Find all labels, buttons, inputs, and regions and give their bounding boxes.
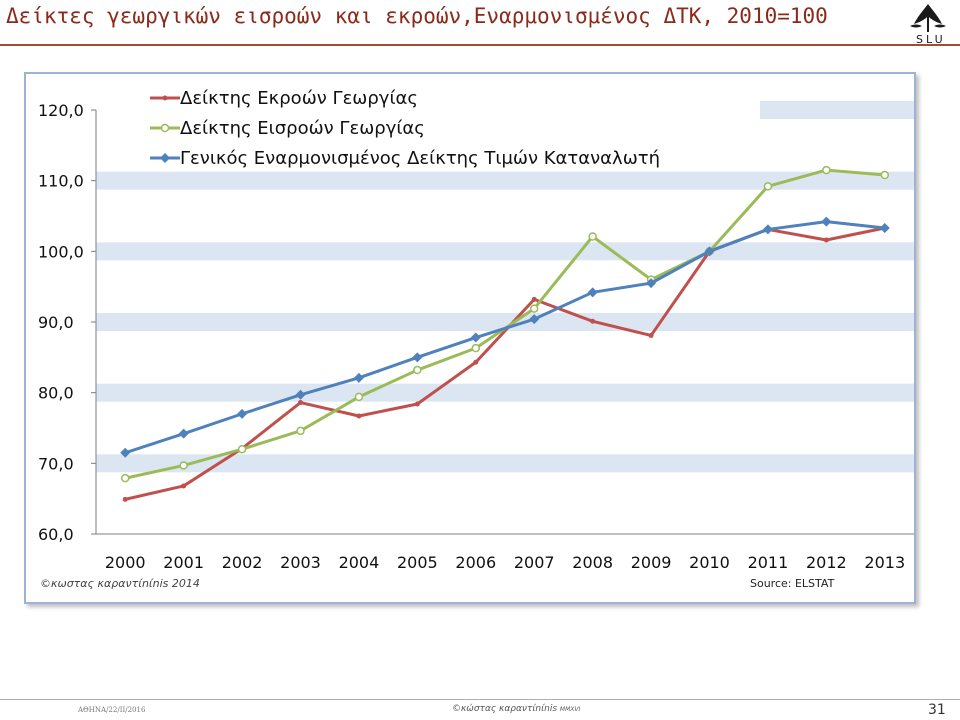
data-point bbox=[296, 426, 305, 436]
data-point bbox=[821, 216, 832, 227]
x-tick-label: 2002 bbox=[222, 553, 263, 572]
data-point bbox=[179, 461, 188, 470]
x-axis-ticks: 2000 2001 2002 2003 2004 2005 2006 2007 2008 2009… bbox=[105, 553, 905, 572]
data-point bbox=[471, 343, 481, 353]
x-tick-label: 2007 bbox=[514, 553, 555, 572]
x-tick-label: 2005 bbox=[397, 553, 438, 572]
x-tick-label: 2003 bbox=[280, 553, 321, 572]
footer-copyright: ©κώστας καραντίnίnis MMXVI bbox=[452, 704, 580, 714]
data-point bbox=[763, 182, 773, 191]
data-point bbox=[356, 413, 362, 419]
y-tick-label: 70,0 bbox=[38, 454, 74, 473]
grid-band-80 bbox=[96, 383, 914, 402]
legend-item: Δείκτης Εκροών Γεωργίας bbox=[150, 88, 418, 109]
data-point bbox=[588, 232, 597, 241]
data-point bbox=[648, 332, 654, 338]
data-point bbox=[823, 237, 829, 243]
grid-band-90 bbox=[96, 313, 914, 331]
legend-item: Δείκτης Εισροών Γεωργίας bbox=[150, 118, 425, 139]
y-tick-label: 60,0 bbox=[38, 525, 74, 544]
data-point bbox=[529, 314, 540, 325]
grid-band-100 bbox=[96, 242, 914, 261]
slide-title: Δείκτες γεωργικών εισροών και εκροών,Ενα… bbox=[6, 4, 828, 28]
data-point bbox=[822, 165, 831, 175]
data-point bbox=[162, 95, 168, 101]
x-tick-label: 2008 bbox=[572, 553, 613, 572]
source-note: Source: ELSTAT bbox=[750, 577, 835, 590]
x-tick-label: 2000 bbox=[105, 553, 146, 572]
data-point bbox=[120, 447, 131, 458]
series-line bbox=[124, 220, 885, 455]
x-tick-label: 2011 bbox=[748, 553, 789, 572]
x-tick-label: 2013 bbox=[864, 553, 905, 572]
grid-band-110 bbox=[96, 171, 914, 190]
x-tick-label: 2001 bbox=[163, 553, 204, 572]
y-tick-label: 90,0 bbox=[38, 313, 74, 332]
data-point bbox=[531, 296, 537, 302]
data-point bbox=[237, 444, 247, 454]
y-axis-ticks: 60,0 70,0 80,0 90,0 100,0 110,0 120,0 bbox=[38, 101, 96, 544]
data-point bbox=[473, 359, 479, 365]
footer-divider bbox=[0, 699, 960, 700]
logo-text: SLU bbox=[916, 33, 946, 46]
y-tick-label: 110,0 bbox=[38, 172, 84, 191]
page-number: 31 bbox=[928, 702, 946, 718]
data-point bbox=[590, 318, 596, 324]
data-point bbox=[414, 401, 420, 407]
data-point bbox=[120, 473, 130, 483]
chart-copyright: ©κωστας καραντίnίnis 2014 bbox=[40, 577, 200, 590]
title-divider bbox=[0, 44, 960, 46]
data-point bbox=[122, 496, 128, 502]
y-tick-label: 80,0 bbox=[38, 384, 74, 403]
chart-frame: 60,0 70,0 80,0 90,0 100,0 110,0 120,0 2000 2001… bbox=[24, 72, 916, 604]
series-3 bbox=[120, 216, 890, 458]
data-point bbox=[762, 224, 773, 235]
footer-copyright-year: MMXVI bbox=[559, 706, 581, 713]
data-point bbox=[178, 428, 189, 439]
legend-item: Γενικός Εναρμονισμένος Δείκτης Τιμών Κατ… bbox=[150, 148, 660, 169]
grid-band-70 bbox=[96, 454, 914, 473]
data-point bbox=[160, 123, 170, 133]
data-point bbox=[354, 392, 364, 402]
data-point bbox=[879, 223, 890, 234]
data-point bbox=[470, 332, 481, 343]
data-point bbox=[413, 365, 422, 375]
data-point bbox=[880, 170, 890, 180]
data-point bbox=[353, 372, 364, 383]
series-group bbox=[120, 165, 890, 502]
legend-label: Δείκτης Εισροών Γεωργίας bbox=[180, 118, 425, 139]
data-point bbox=[529, 304, 539, 313]
y-tick-label: 120,0 bbox=[38, 101, 84, 120]
x-tick-label: 2004 bbox=[339, 553, 380, 572]
data-point bbox=[587, 287, 598, 298]
y-tick-label: 100,0 bbox=[38, 242, 84, 261]
x-tick-label: 2012 bbox=[806, 553, 847, 572]
slu-logo-icon bbox=[910, 4, 946, 32]
x-tick-label: 2010 bbox=[689, 553, 730, 572]
legend-label: Δείκτης Εκροών Γεωργίας bbox=[180, 88, 418, 109]
data-point bbox=[295, 389, 306, 400]
data-point bbox=[646, 278, 657, 289]
x-tick-label: 2006 bbox=[455, 553, 496, 572]
data-point bbox=[181, 483, 187, 489]
data-point bbox=[704, 246, 715, 257]
x-tick-label: 2009 bbox=[631, 553, 672, 572]
line-chart: 60,0 70,0 80,0 90,0 100,0 110,0 120,0 2000 2001… bbox=[38, 88, 914, 590]
data-point bbox=[298, 400, 303, 406]
footer-date: ΑΘΗΝΑ/22/ΙΙ/2016 bbox=[78, 706, 146, 714]
footer-copyright-main: ©κώστας καραντίnίnis bbox=[452, 704, 560, 714]
data-point bbox=[160, 153, 170, 163]
legend-label: Γενικός Εναρμονισμένος Δείκτης Τιμών Κατ… bbox=[180, 148, 660, 169]
legend: Δείκτης Εκροών Γεωργίας Δείκτης Εισροών Γ… bbox=[150, 88, 660, 169]
data-point bbox=[412, 352, 423, 363]
grid-band-120 bbox=[760, 101, 914, 119]
data-point bbox=[237, 408, 248, 419]
